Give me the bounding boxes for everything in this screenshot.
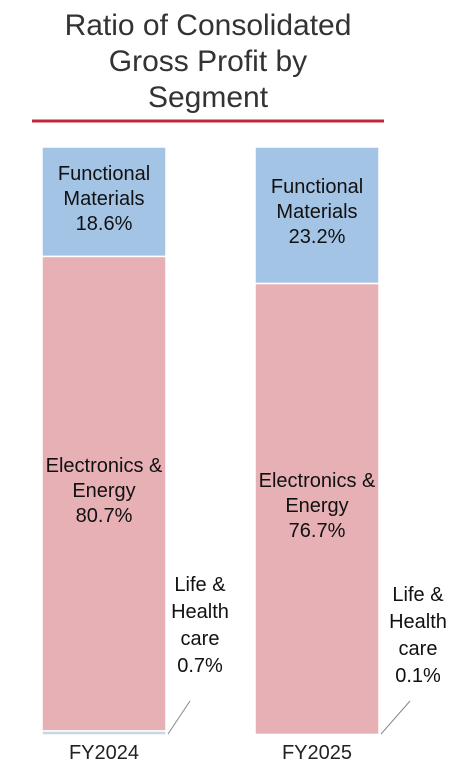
value-label: 76.7% bbox=[288, 519, 346, 542]
bar-segment bbox=[254, 282, 380, 736]
bar-segment bbox=[254, 146, 380, 285]
series-name: Life & Health care bbox=[171, 574, 229, 650]
data-label: Functional Materials 18.6% bbox=[39, 162, 169, 237]
value-label: 0.7% bbox=[177, 655, 223, 677]
leader-line bbox=[167, 700, 191, 735]
x-tick-label: FY2024 bbox=[68, 742, 140, 764]
value-label: 18.6% bbox=[75, 212, 133, 235]
series-name: Life & Health care bbox=[389, 584, 447, 660]
series-name: Electronics & Energy bbox=[258, 469, 376, 517]
data-label: Electronics & Energy 80.7% bbox=[19, 454, 189, 529]
data-label: Life & Health care 0.7% bbox=[158, 572, 242, 680]
chart-title: Ratio of Consolidated Gross Profit by Se… bbox=[64, 9, 352, 114]
bar-segment bbox=[41, 255, 167, 732]
series-name: Functional Materials bbox=[57, 162, 151, 210]
value-label: 80.7% bbox=[75, 504, 133, 527]
leader-line bbox=[380, 700, 411, 735]
data-label: Electronics & Energy 76.7% bbox=[232, 469, 402, 544]
bar-segment bbox=[41, 146, 167, 258]
value-label: 23.2% bbox=[288, 226, 346, 249]
series-name: Functional Materials bbox=[270, 176, 364, 224]
series-name: Electronics & Energy bbox=[45, 454, 163, 502]
data-label: Life & Health care 0.1% bbox=[376, 582, 459, 690]
x-tick-label: FY2025 bbox=[281, 742, 353, 764]
value-label: 0.1% bbox=[395, 665, 441, 687]
data-label: Functional Materials 23.2% bbox=[252, 175, 382, 250]
